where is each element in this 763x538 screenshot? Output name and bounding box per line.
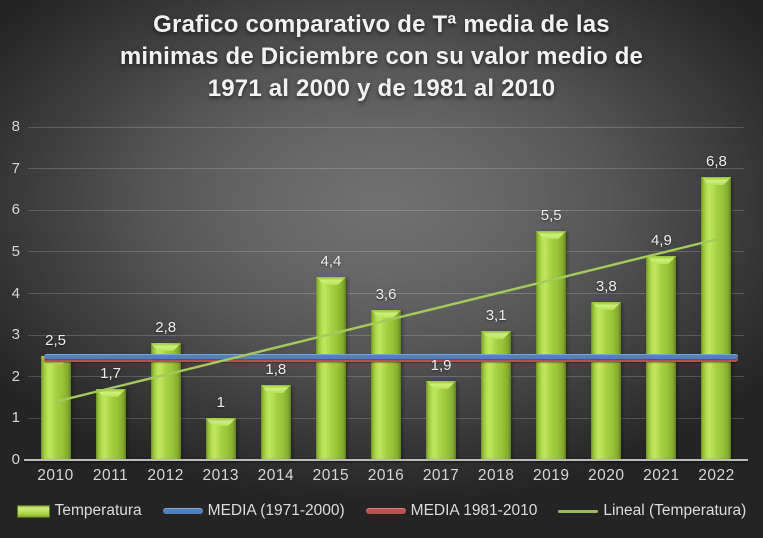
- legend-item-lineal-temperatura[interactable]: Lineal (Temperatura): [558, 502, 746, 520]
- legend-label-temperatura: Temperatura: [54, 502, 142, 519]
- x-axis-tick-label: 2017: [422, 467, 460, 484]
- bar-value-label: 5,5: [540, 207, 562, 225]
- chart-title-line-3: 1971 al 2000 y de 1981 al 2010: [207, 75, 556, 102]
- legend-item-media-1981-2010[interactable]: MEDIA 1981-2010: [365, 502, 538, 520]
- x-axis-tick-label: 2019: [532, 467, 570, 484]
- x-axis-line: [24, 459, 748, 461]
- bar-top-bevel: [260, 385, 291, 394]
- y-axis-tick-label: 1: [11, 409, 20, 427]
- bar-2013[interactable]: [205, 418, 236, 460]
- bar-value-label: 1,8: [265, 361, 287, 379]
- bar-value-label: 2,8: [155, 319, 177, 337]
- bar-2022[interactable]: [701, 176, 732, 460]
- bar-value-label: 4,9: [650, 232, 672, 250]
- gridline: [28, 168, 744, 170]
- bar-top-bevel: [371, 310, 401, 319]
- lineal-temperatura-line-swatch: [558, 509, 599, 513]
- bar-value-label: 6,8: [706, 152, 727, 170]
- x-axis-tick-label: 2014: [257, 467, 295, 484]
- y-axis-tick-label: 5: [11, 242, 20, 260]
- bar-top-bevel: [95, 389, 126, 398]
- media-1981-2010-line-swatch: [365, 508, 406, 514]
- x-axis-tick-label: 2021: [643, 467, 680, 484]
- x-axis-tick-label: 2015: [312, 467, 350, 484]
- bar-value-label: 3,1: [485, 306, 507, 324]
- bar-top-bevel: [646, 256, 677, 265]
- chart-title-line-1: Grafico comparativo de Tª media de las: [153, 11, 610, 38]
- x-axis-tick-label: 2022: [698, 467, 735, 484]
- y-axis: 0 1 2 3 4 5 6 7 8: [0, 118, 20, 468]
- x-axis-tick-label: 2011: [92, 467, 129, 484]
- legend-label-media-1981-2010: MEDIA 1981-2010: [410, 502, 538, 519]
- y-axis-tick-label: 6: [11, 201, 20, 219]
- y-axis-tick-label: 0: [11, 451, 20, 468]
- legend-label-lineal-temperatura: Lineal (Temperatura): [603, 502, 747, 519]
- y-axis-tick-label: 4: [11, 284, 20, 302]
- x-axis-tick-label: 2013: [202, 467, 239, 484]
- bar-2011[interactable]: [95, 389, 126, 460]
- bar-value-label: 4,4: [320, 252, 342, 270]
- y-axis-tick-label: 3: [11, 326, 20, 344]
- legend-item-media-1971-2000[interactable]: MEDIA (1971-2000): [162, 502, 345, 520]
- bar-2016[interactable]: [371, 310, 401, 460]
- x-axis-tick-label: 2010: [37, 467, 74, 484]
- gridline: [28, 251, 744, 253]
- chart-title: Grafico comparativo de Tª media de las m…: [0, 9, 763, 105]
- bar-2020[interactable]: [591, 301, 622, 460]
- bar-2014[interactable]: [260, 385, 291, 460]
- plot-area: 2,5 1,7 2,8 1 1,8 4,4 3,6 1,9 3,1 5,5 3,8 4,9 6,8: [24, 126, 748, 461]
- gridline: [28, 126, 744, 128]
- media-line-1971-2000[interactable]: [44, 353, 738, 359]
- bar-value-label: 3,6: [375, 286, 397, 304]
- gridline: [28, 209, 744, 211]
- y-axis-tick-label: 2: [11, 367, 20, 385]
- bar-top-bevel: [481, 330, 512, 339]
- bar-value-label: 1,7: [100, 365, 122, 383]
- chart-legend: Temperatura MEDIA (1971-2000) MEDIA 1981…: [0, 502, 763, 520]
- y-axis-tick-label: 7: [11, 159, 20, 177]
- bar-2017[interactable]: [426, 380, 457, 460]
- bar-value-label: 3,8: [595, 277, 617, 295]
- bar-2010[interactable]: [40, 355, 71, 460]
- bar-value-label: 2,5: [45, 331, 66, 349]
- temperatura-bar-swatch: [16, 504, 50, 518]
- y-axis-tick-label: 8: [11, 118, 20, 135]
- x-axis-tick-label: 2016: [367, 467, 405, 484]
- bar-top-bevel: [315, 276, 346, 285]
- x-axis-tick-label: 2012: [147, 467, 184, 484]
- bar-value-label: 1: [216, 394, 225, 412]
- x-axis: 2010 2011 2012 2013 2014 2015 2016 2017 2018 2019…: [28, 467, 744, 487]
- legend-item-temperatura[interactable]: Temperatura: [16, 502, 142, 520]
- bar-2015[interactable]: [315, 276, 346, 460]
- media-1971-2000-line-swatch: [162, 508, 203, 514]
- bar-top-bevel: [426, 380, 457, 389]
- bar-top-bevel: [205, 418, 236, 427]
- x-axis-tick-label: 2020: [588, 467, 625, 484]
- bar-top-bevel: [150, 343, 181, 352]
- bar-top-bevel: [701, 176, 732, 185]
- bar-top-bevel: [591, 301, 622, 310]
- bar-2019[interactable]: [536, 231, 567, 460]
- bar-top-bevel: [536, 231, 567, 240]
- chart-title-line-2: minimas de Diciembre con su valor medio …: [119, 43, 644, 70]
- legend-label-media-1971-2000: MEDIA (1971-2000): [207, 502, 345, 519]
- bar-value-label: 1,9: [430, 356, 452, 374]
- bar-2018[interactable]: [481, 330, 512, 460]
- x-axis-tick-label: 2018: [477, 467, 515, 484]
